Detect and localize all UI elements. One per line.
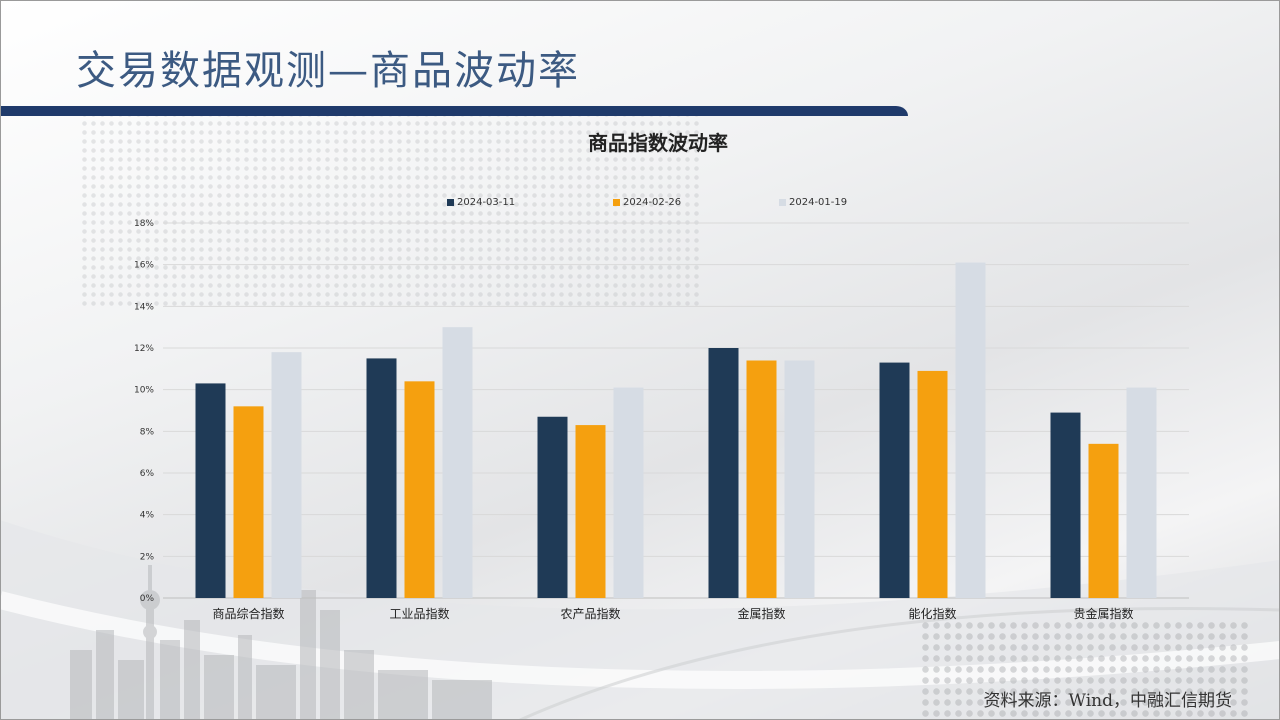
legend-swatch-series-1: [447, 199, 454, 206]
bar-series-1: [537, 416, 568, 598]
bar-series-2: [917, 370, 948, 598]
chart-legend: 2024-03-11 2024-02-26 2024-01-19: [0, 197, 1280, 211]
bar-series-1: [879, 362, 910, 598]
x-axis: 商品综合指数 工业品指数 农产品指数 金属指数 能化指数 贵金属指数: [212, 606, 1133, 621]
legend-swatch-series-2: [613, 199, 620, 206]
y-tick-label: 16%: [134, 261, 154, 271]
x-tick-label: 工业品指数: [389, 606, 449, 621]
y-tick-label: 2%: [140, 552, 155, 562]
chart-gridlines: [163, 222, 1189, 599]
legend-label-series-2: 2024-02-26: [623, 197, 682, 208]
y-tick-label: 14%: [134, 302, 154, 312]
legend-item-series-2: 2024-02-26: [613, 197, 681, 208]
chart-bars: [195, 262, 1157, 598]
bar-series-2: [575, 425, 606, 598]
bar-series-3: [784, 360, 815, 598]
data-source-note: 资料来源：Wind，中融汇信期货: [983, 691, 1232, 711]
bar-series-3: [442, 327, 473, 598]
bar-series-1: [708, 348, 739, 598]
bar-series-2: [233, 406, 264, 598]
bar-series-2: [1088, 443, 1119, 598]
bar-series-1: [195, 383, 226, 598]
slide-title: 交易数据观测—商品波动率: [76, 48, 580, 94]
bar-series-2: [404, 381, 435, 598]
x-tick-label: 农产品指数: [560, 606, 620, 621]
y-tick-label: 12%: [134, 344, 154, 354]
chart-title: 商品指数波动率: [588, 131, 728, 155]
bar-series-3: [613, 387, 644, 598]
bar-series-1: [366, 358, 397, 598]
world-map-dots: [80, 110, 700, 310]
legend-swatch-series-3: [779, 199, 786, 206]
x-tick-label: 商品综合指数: [212, 606, 284, 621]
legend-label-series-1: 2024-03-11: [457, 197, 516, 208]
y-tick-label: 8%: [140, 427, 155, 437]
x-tick-label: 金属指数: [737, 606, 785, 621]
y-axis: 0% 2% 4% 6% 8% 10% 12% 14% 16% 18%: [134, 219, 154, 604]
x-tick-label: 能化指数: [908, 606, 956, 621]
y-tick-label: 6%: [140, 469, 155, 479]
bar-series-1: [1050, 412, 1081, 598]
title-underline-bar: [0, 106, 908, 116]
y-tick-label: 10%: [134, 386, 154, 396]
bar-series-3: [955, 262, 986, 598]
y-tick-label: 0%: [140, 594, 155, 604]
x-tick-label: 贵金属指数: [1073, 606, 1133, 621]
bar-series-2: [746, 360, 777, 598]
legend-label-series-3: 2024-01-19: [789, 197, 848, 208]
globe-dots: [920, 620, 1250, 720]
legend-item-series-3: 2024-01-19: [779, 197, 847, 208]
bar-series-3: [1126, 387, 1157, 598]
legend-item-series-1: 2024-03-11: [447, 197, 515, 208]
y-tick-label: 4%: [140, 511, 155, 521]
y-tick-label: 18%: [134, 219, 154, 229]
bar-series-3: [271, 352, 302, 598]
city-skyline: [70, 565, 492, 720]
